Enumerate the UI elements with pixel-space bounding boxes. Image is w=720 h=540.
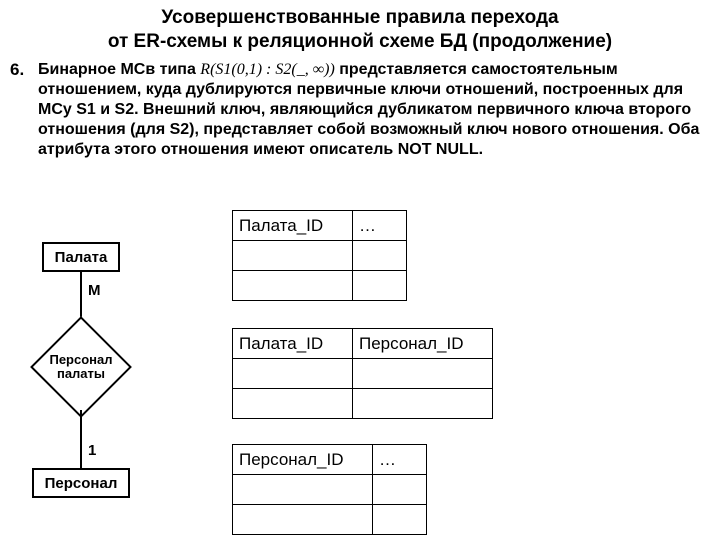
col-header: Персонал_ID (353, 329, 493, 359)
cardinality-1: 1 (88, 442, 96, 459)
rule-text: Бинарное МСв типа R(S1(0,1) : S2(_, ∞)) … (38, 60, 702, 160)
relationship-label-text: Персонал палаты (26, 353, 136, 382)
page-title: Усовершенствованные правила перехода от … (0, 0, 720, 54)
cell (373, 475, 427, 505)
cell (353, 389, 493, 419)
cardinality-m: М (88, 282, 101, 299)
table-link: Палата_ID Персонал_ID (232, 328, 493, 419)
rule-formula: R(S1(0,1) : S2(_, ∞)) (200, 61, 334, 78)
er-diagram: Палата М Персонал палаты 1 Персонал (20, 242, 190, 522)
cell (233, 241, 353, 271)
table-row (233, 271, 407, 301)
cell (233, 505, 373, 535)
col-header: Палата_ID (233, 211, 353, 241)
cell (233, 359, 353, 389)
col-header: Персонал_ID (233, 445, 373, 475)
entity-personal-label: Персонал (45, 475, 118, 492)
table-row: Персонал_ID … (233, 445, 427, 475)
table-row (233, 241, 407, 271)
entity-personal: Персонал (32, 468, 130, 498)
er-line-bottom (80, 410, 82, 468)
table-row: Палата_ID Персонал_ID (233, 329, 493, 359)
table-row (233, 475, 427, 505)
rule-text-before: Бинарное МСв типа (38, 61, 200, 78)
table-row (233, 389, 493, 419)
table-row (233, 505, 427, 535)
rule-number: 6. (10, 60, 38, 160)
cell (233, 389, 353, 419)
rule-item: 6. Бинарное МСв типа R(S1(0,1) : S2(_, ∞… (0, 60, 720, 160)
relationship-label: Персонал палаты (26, 312, 136, 422)
cell (233, 475, 373, 505)
entity-palata-label: Палата (55, 249, 108, 266)
relationship-diamond: Персонал палаты (26, 312, 136, 422)
table-personal: Персонал_ID … (232, 444, 427, 535)
cell (233, 271, 353, 301)
cell (373, 505, 427, 535)
col-header: … (353, 211, 407, 241)
table-palata: Палата_ID … (232, 210, 407, 301)
cell (353, 241, 407, 271)
table-row: Палата_ID … (233, 211, 407, 241)
col-header: … (373, 445, 427, 475)
cell (353, 359, 493, 389)
entity-palata: Палата (42, 242, 120, 272)
title-line-1: Усовершенствованные правила перехода (161, 7, 558, 28)
col-header: Палата_ID (233, 329, 353, 359)
cell (353, 271, 407, 301)
title-line-2: от ER-схемы к реляционной схеме БД (прод… (108, 31, 612, 52)
table-row (233, 359, 493, 389)
